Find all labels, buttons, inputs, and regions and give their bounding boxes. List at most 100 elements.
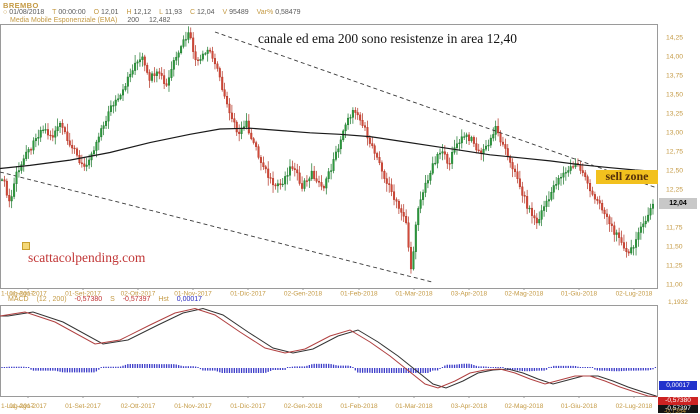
candle-body (42, 129, 45, 131)
time-label: T (52, 9, 57, 16)
candle-body (148, 72, 151, 81)
candle-body (310, 170, 313, 180)
candle-body (245, 120, 248, 127)
date-axis-label: 02-Ott-2017 (121, 403, 156, 410)
open-label: O (93, 9, 100, 16)
candle-body (543, 206, 546, 211)
candle-body (528, 207, 531, 210)
high-label: H (126, 9, 132, 16)
candle-body (361, 120, 364, 126)
candle-body (516, 171, 519, 179)
candle-body (603, 209, 606, 215)
ema-legend-label: Media Mobile Esponenziale (EMA) (10, 16, 118, 24)
ema-200-line (0, 127, 658, 173)
volume-label: V (222, 9, 228, 16)
candle-body (526, 196, 529, 209)
candle-body (642, 223, 645, 228)
candle-body (153, 73, 156, 76)
candle-body (167, 77, 170, 86)
candle-body (647, 214, 650, 222)
date-axis-label: 01-Feb-2018 (340, 403, 378, 410)
candle-body (579, 164, 582, 171)
candle-body (100, 128, 103, 138)
candle-body (90, 153, 93, 161)
candle-body (272, 178, 275, 186)
candle-body (540, 210, 543, 220)
candle-body (327, 171, 330, 179)
candle-body (560, 176, 563, 179)
quote-high: 12,12 (133, 9, 152, 16)
candle-body (620, 237, 623, 243)
candle-body (143, 56, 146, 66)
candle-body (194, 51, 197, 61)
candle-body (13, 183, 16, 197)
candle-body (359, 114, 362, 121)
candle-body (380, 162, 383, 172)
candle-body (10, 196, 13, 202)
candle-body (538, 219, 541, 224)
candle-body (318, 181, 321, 183)
candle-body (465, 134, 468, 137)
candle-body (105, 120, 108, 126)
candle-body (291, 166, 294, 169)
date-axis-label: 01-Dic-2017 (230, 291, 266, 298)
quote-low: 11,93 (164, 9, 182, 16)
candle-body (552, 185, 555, 193)
candle-body (206, 49, 209, 54)
date-axis-label: 02-Ott-2017 (121, 291, 156, 298)
date-axis-label: 01-Nov-2017 (174, 291, 212, 298)
candle-body (422, 192, 425, 200)
candle-body (630, 247, 633, 254)
candle-body (574, 163, 577, 168)
candle-body (97, 136, 100, 143)
candle-body (49, 134, 52, 137)
candle-body (184, 39, 187, 41)
candle-body (463, 136, 466, 138)
candle-body (68, 140, 71, 146)
candle-body (477, 149, 480, 152)
candle-body (228, 103, 231, 114)
candle-body (521, 186, 524, 196)
candle-body (409, 247, 412, 270)
price-axis-label: 12,50 (666, 168, 683, 175)
candle-body (138, 59, 141, 63)
candle-body (499, 132, 502, 143)
channel-lower-line (0, 171, 433, 283)
candle-body (59, 123, 62, 127)
candle-body (622, 242, 625, 249)
candle-body (107, 111, 110, 122)
candle-body (347, 117, 350, 126)
candle-body (557, 177, 560, 185)
date-axis-label: 01-Ago-2017 (9, 291, 47, 298)
candle-body (247, 120, 250, 134)
date-axis-label: 1-Lug-2017 (1, 403, 35, 410)
symbol-title: BREMBO (3, 1, 39, 10)
date-axis-label: 02-Mag-2018 (505, 291, 544, 298)
date-axis-label: 01-Set-2017 (65, 291, 101, 298)
current-price-box: 12,04 (659, 198, 697, 209)
candle-body (393, 191, 396, 200)
candle-body (216, 63, 219, 69)
macd-value-box: -0,57380 (658, 397, 698, 405)
candle-body (572, 166, 575, 168)
quote-time: 00:00:00 (58, 9, 86, 16)
candle-body (284, 176, 287, 185)
candle-body (485, 145, 488, 150)
candle-body (378, 157, 381, 163)
candle-body (356, 112, 359, 116)
candle-body (417, 208, 420, 226)
candle-body (637, 232, 640, 240)
candle-body (177, 52, 180, 58)
candle-body (601, 203, 604, 211)
date-axis-label: 01-Feb-2018 (340, 291, 378, 298)
candle-body (269, 177, 272, 179)
candle-body (109, 105, 112, 112)
candle-body (547, 199, 550, 202)
candle-body (344, 124, 347, 132)
candle-body (141, 56, 144, 60)
candle-body (591, 190, 594, 195)
candle-body (555, 183, 558, 186)
candle-body (388, 183, 391, 185)
candle-body (119, 94, 122, 99)
